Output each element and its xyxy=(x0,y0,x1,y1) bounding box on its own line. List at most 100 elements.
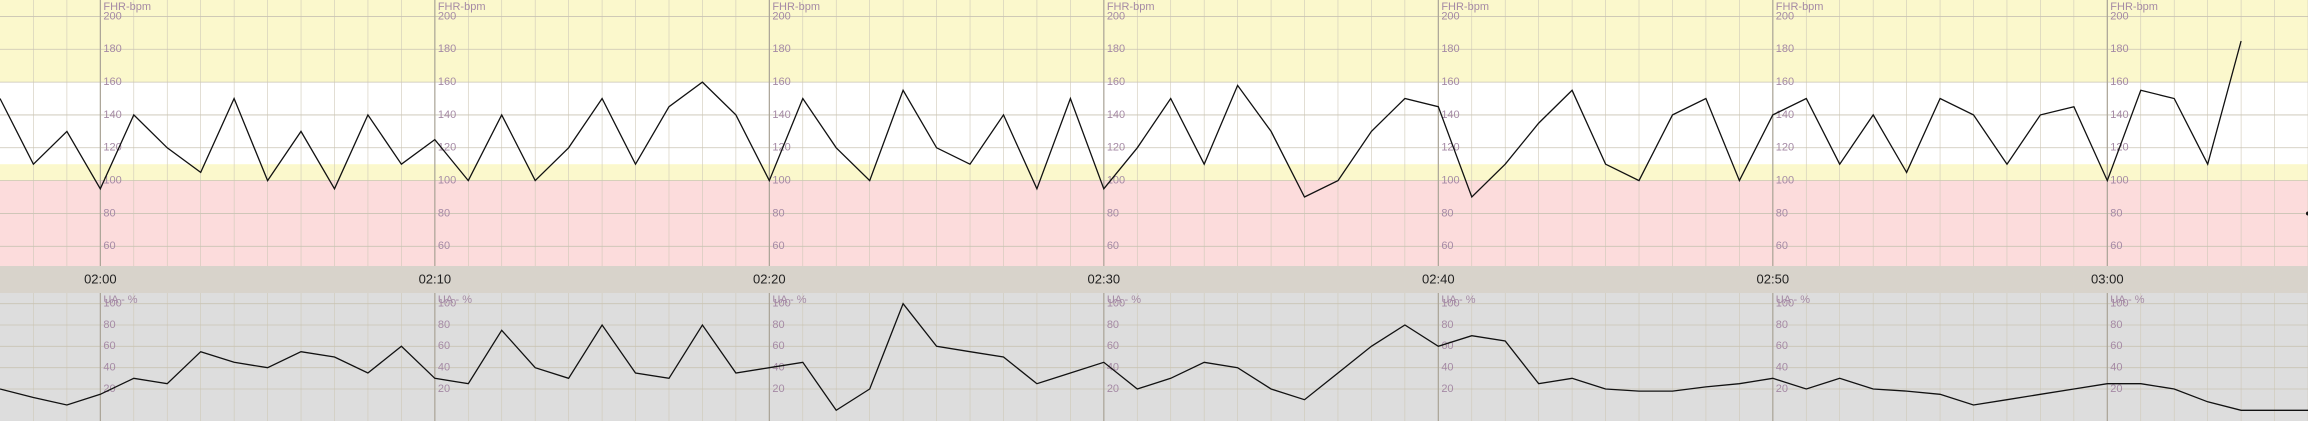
y-tick-label: 100 xyxy=(1107,175,1125,187)
y-tick-label: 140 xyxy=(772,109,790,121)
y-tick-label: 100 xyxy=(1107,298,1125,310)
y-tick-label: 40 xyxy=(1441,362,1453,374)
trace xyxy=(0,302,2308,412)
y-tick-label: 40 xyxy=(2110,362,2122,374)
axis-label: UA - % xyxy=(772,294,806,306)
axis-label: FHR-bpm xyxy=(103,1,151,13)
y-tick-label: 200 xyxy=(438,10,456,22)
y-tick-label: 100 xyxy=(103,175,121,187)
y-tick-label: 60 xyxy=(103,340,115,352)
y-tick-label: 140 xyxy=(103,109,121,121)
time-label: 02:20 xyxy=(753,271,786,286)
y-tick-label: 20 xyxy=(772,383,784,395)
y-tick-label: 60 xyxy=(1776,240,1788,252)
axis-label: FHR-bpm xyxy=(2110,1,2158,13)
y-tick-label: 20 xyxy=(1107,383,1119,395)
y-tick-label: 80 xyxy=(1107,319,1119,331)
y-tick-label: 60 xyxy=(1441,240,1453,252)
y-tick-label: 200 xyxy=(1776,10,1794,22)
y-tick-label: 100 xyxy=(438,175,456,187)
axis-label: FHR-bpm xyxy=(438,1,486,13)
y-tick-label: 100 xyxy=(772,298,790,310)
y-tick-label: 180 xyxy=(1107,43,1125,55)
y-tick-label: 60 xyxy=(438,240,450,252)
time-bar xyxy=(0,266,2308,293)
y-tick-label: 20 xyxy=(103,383,115,395)
y-tick-label: 60 xyxy=(1776,340,1788,352)
y-tick-label: 160 xyxy=(1776,76,1794,88)
y-tick-label: 80 xyxy=(1776,319,1788,331)
y-tick-label: 80 xyxy=(438,319,450,331)
y-tick-label: 100 xyxy=(438,298,456,310)
y-tick-label: 60 xyxy=(438,340,450,352)
y-tick-label: 100 xyxy=(1441,298,1459,310)
time-label: 02:50 xyxy=(1757,271,1790,286)
time-label: 02:30 xyxy=(1088,271,1121,286)
y-tick-label: 80 xyxy=(2110,207,2122,219)
y-tick-label: 20 xyxy=(438,383,450,395)
y-tick-label: 20 xyxy=(2110,383,2122,395)
y-tick-label: 100 xyxy=(1776,298,1794,310)
axis-label: FHR-bpm xyxy=(1441,1,1489,13)
y-tick-label: 180 xyxy=(1441,43,1459,55)
y-tick-label: 60 xyxy=(103,240,115,252)
y-tick-label: 60 xyxy=(772,240,784,252)
y-tick-label: 40 xyxy=(772,362,784,374)
y-tick-label: 100 xyxy=(1441,175,1459,187)
y-tick-label: 80 xyxy=(772,207,784,219)
time-label: 02:40 xyxy=(1422,271,1455,286)
axis-label: UA - % xyxy=(2110,294,2144,306)
axis-label: UA - % xyxy=(1776,294,1810,306)
y-tick-label: 140 xyxy=(438,109,456,121)
axis-label: FHR-bpm xyxy=(1776,1,1824,13)
axis-label: FHR-bpm xyxy=(772,1,820,13)
y-tick-label: 180 xyxy=(103,43,121,55)
y-tick-label: 60 xyxy=(1441,340,1453,352)
y-tick-label: 160 xyxy=(2110,76,2128,88)
axis-label: UA - % xyxy=(103,294,137,306)
y-tick-label: 80 xyxy=(1107,207,1119,219)
time-label: 02:10 xyxy=(419,271,452,286)
y-tick-label: 200 xyxy=(1107,10,1125,22)
time-label: 03:00 xyxy=(2091,271,2124,286)
y-tick-label: 140 xyxy=(1107,109,1125,121)
ua-panel xyxy=(0,293,2308,421)
y-tick-label: 80 xyxy=(2110,319,2122,331)
y-tick-label: 200 xyxy=(2110,10,2128,22)
y-tick-label: 120 xyxy=(772,142,790,154)
time-label: 02:00 xyxy=(84,271,117,286)
y-tick-label: 20 xyxy=(1776,383,1788,395)
trace xyxy=(0,40,2242,199)
y-tick-label: 60 xyxy=(2110,340,2122,352)
y-tick-label: 180 xyxy=(2110,43,2128,55)
y-tick-label: 140 xyxy=(1776,109,1794,121)
band xyxy=(0,164,2308,181)
y-tick-label: 160 xyxy=(103,76,121,88)
y-tick-label: 160 xyxy=(772,76,790,88)
band xyxy=(0,0,2308,83)
y-tick-label: 160 xyxy=(1441,76,1459,88)
y-tick-label: 200 xyxy=(1441,10,1459,22)
y-tick-label: 60 xyxy=(2110,240,2122,252)
y-tick-label: 180 xyxy=(1776,43,1794,55)
y-tick-label: 100 xyxy=(1776,175,1794,187)
axis-label: UA - % xyxy=(1441,294,1475,306)
y-tick-label: 120 xyxy=(438,142,456,154)
y-tick-label: 120 xyxy=(1107,142,1125,154)
y-tick-label: 40 xyxy=(1107,362,1119,374)
axis-label: UA - % xyxy=(1107,294,1141,306)
y-tick-label: 100 xyxy=(2110,175,2128,187)
band xyxy=(0,180,2308,266)
y-tick-label: 40 xyxy=(438,362,450,374)
y-tick-label: 100 xyxy=(2110,298,2128,310)
y-tick-label: 80 xyxy=(1441,319,1453,331)
y-tick-label: 80 xyxy=(772,319,784,331)
y-tick-label: 60 xyxy=(1107,340,1119,352)
y-tick-label: 100 xyxy=(772,175,790,187)
y-tick-label: 80 xyxy=(1441,207,1453,219)
y-tick-label: 80 xyxy=(103,319,115,331)
y-tick-label: 80 xyxy=(103,207,115,219)
y-tick-label: 60 xyxy=(1107,240,1119,252)
y-tick-label: 160 xyxy=(438,76,456,88)
y-tick-label: 60 xyxy=(772,340,784,352)
